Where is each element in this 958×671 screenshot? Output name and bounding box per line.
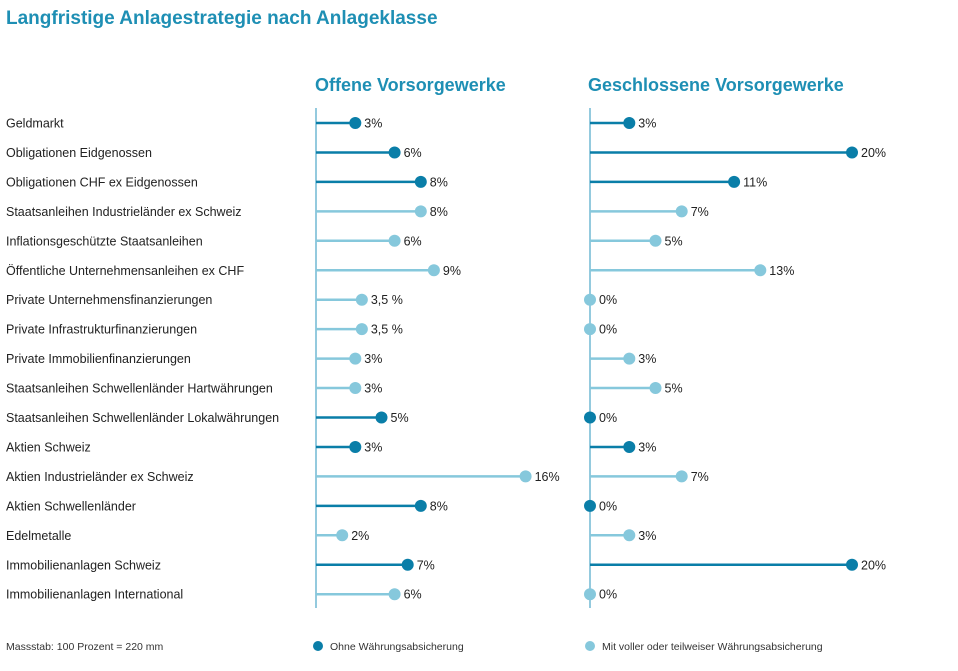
category-labels: Geldmarkt Obligationen Eidgenossen Obligat… xyxy=(6,117,279,602)
legend-marker-dark xyxy=(313,641,323,651)
value-dot xyxy=(676,205,688,217)
category-label: Obligationen CHF ex Eidgenossen xyxy=(6,175,198,189)
value-label: 7% xyxy=(417,558,435,572)
category-label: Aktien Industrieländer ex Schweiz xyxy=(6,470,194,484)
value-label: 3% xyxy=(364,117,382,131)
legend-label-light: Mit voller oder teilweiser Währungsabsic… xyxy=(602,641,823,653)
value-dot xyxy=(584,323,596,335)
lollipop-chart: Offene Vorsorgewerke Geschlossene Vorsorg… xyxy=(0,0,958,671)
value-dot xyxy=(623,441,635,453)
value-label: 3% xyxy=(638,529,656,543)
value-label: 0% xyxy=(599,588,617,602)
value-dot xyxy=(584,294,596,306)
value-label: 20% xyxy=(861,146,886,160)
legend-marker-light xyxy=(585,641,595,651)
category-label: Immobilienanlagen Schweiz xyxy=(6,558,161,572)
value-label: 5% xyxy=(665,382,683,396)
value-dot xyxy=(650,382,662,394)
value-label: 6% xyxy=(404,146,422,160)
category-label: Staatsanleihen Industrieländer ex Schwei… xyxy=(6,205,242,219)
category-label: Private Infrastrukturfinanzierungen xyxy=(6,323,197,337)
chart-panels: 3% 6% 8% 8% 6% 9% 3,5 % 3,5 % 3% 3% 5% 3% 16% 8% 2% 7% 6… xyxy=(316,108,886,608)
value-dot xyxy=(623,353,635,365)
value-dot xyxy=(376,412,388,424)
value-label: 7% xyxy=(691,470,709,484)
panel-titles: Offene Vorsorgewerke Geschlossene Vorsorg… xyxy=(315,75,844,95)
panel: 3% 6% 8% 8% 6% 9% 3,5 % 3,5 % 3% 3% 5% 3% 16% 8% 2% 7% 6… xyxy=(316,108,560,608)
category-label: Immobilienanlagen International xyxy=(6,588,183,602)
value-label: 0% xyxy=(599,499,617,513)
value-dot xyxy=(415,176,427,188)
value-dot xyxy=(389,235,401,247)
category-label: Geldmarkt xyxy=(6,117,64,131)
value-label: 11% xyxy=(743,175,767,189)
panel-title: Offene Vorsorgewerke xyxy=(315,75,506,95)
category-label: Öffentliche Unternehmensanleihen ex CHF xyxy=(6,264,244,278)
category-label: Staatsanleihen Schwellenländer Hartwähru… xyxy=(6,382,273,396)
category-label: Private Unternehmensfinanzierungen xyxy=(6,293,212,307)
value-label: 2% xyxy=(351,529,369,543)
panel: 3% 20% 11% 7% 5% 13% 0% 0% 3% 5% 0% 3% 7% 0% 3% 20% 0% xyxy=(584,108,886,608)
value-dot xyxy=(356,323,368,335)
value-dot xyxy=(349,117,361,129)
value-label: 6% xyxy=(404,588,422,602)
value-label: 3% xyxy=(638,117,656,131)
value-dot xyxy=(623,529,635,541)
value-label: 0% xyxy=(599,323,617,337)
value-label: 3% xyxy=(638,440,656,454)
value-dot xyxy=(356,294,368,306)
value-dot xyxy=(389,588,401,600)
value-label: 5% xyxy=(665,234,683,248)
value-dot xyxy=(676,470,688,482)
value-label: 6% xyxy=(404,234,422,248)
value-dot xyxy=(520,470,532,482)
category-label: Inflationsgeschützte Staatsanleihen xyxy=(6,234,203,248)
value-label: 3% xyxy=(364,352,382,366)
value-label: 0% xyxy=(599,411,617,425)
value-label: 3,5 % xyxy=(371,293,403,307)
category-label: Private Immobilienfinanzierungen xyxy=(6,352,191,366)
value-label: 7% xyxy=(691,205,709,219)
value-label: 8% xyxy=(430,175,448,189)
value-label: 5% xyxy=(391,411,409,425)
category-label: Obligationen Eidgenossen xyxy=(6,146,152,160)
value-dot xyxy=(846,146,858,158)
value-dot xyxy=(336,529,348,541)
value-dot xyxy=(650,235,662,247)
value-dot xyxy=(584,588,596,600)
value-dot xyxy=(584,412,596,424)
value-label: 3% xyxy=(364,382,382,396)
value-dot xyxy=(349,382,361,394)
value-label: 0% xyxy=(599,293,617,307)
category-label: Edelmetalle xyxy=(6,529,71,543)
value-dot xyxy=(584,500,596,512)
value-label: 3% xyxy=(364,440,382,454)
value-dot xyxy=(402,559,414,571)
value-label: 3% xyxy=(638,352,656,366)
panel-title: Geschlossene Vorsorgewerke xyxy=(588,75,844,95)
value-dot xyxy=(389,146,401,158)
value-dot xyxy=(415,500,427,512)
value-dot xyxy=(728,176,740,188)
value-label: 13% xyxy=(769,264,794,278)
category-label: Aktien Schwellenländer xyxy=(6,499,136,513)
legend-label-dark: Ohne Währungsabsicherung xyxy=(330,641,464,653)
value-label: 16% xyxy=(535,470,560,484)
value-dot xyxy=(349,353,361,365)
value-label: 3,5 % xyxy=(371,323,403,337)
value-label: 8% xyxy=(430,499,448,513)
scale-note: Massstab: 100 Prozent = 220 mm xyxy=(6,641,164,653)
value-dot xyxy=(846,559,858,571)
value-dot xyxy=(754,264,766,276)
value-dot xyxy=(349,441,361,453)
value-dot xyxy=(428,264,440,276)
value-dot xyxy=(415,205,427,217)
value-label: 8% xyxy=(430,205,448,219)
category-label: Staatsanleihen Schwellenländer Lokalwähr… xyxy=(6,411,279,425)
value-label: 9% xyxy=(443,264,461,278)
value-label: 20% xyxy=(861,558,886,572)
value-dot xyxy=(623,117,635,129)
chart-footer: Massstab: 100 Prozent = 220 mm Ohne Währ… xyxy=(6,641,823,653)
category-label: Aktien Schweiz xyxy=(6,440,91,454)
